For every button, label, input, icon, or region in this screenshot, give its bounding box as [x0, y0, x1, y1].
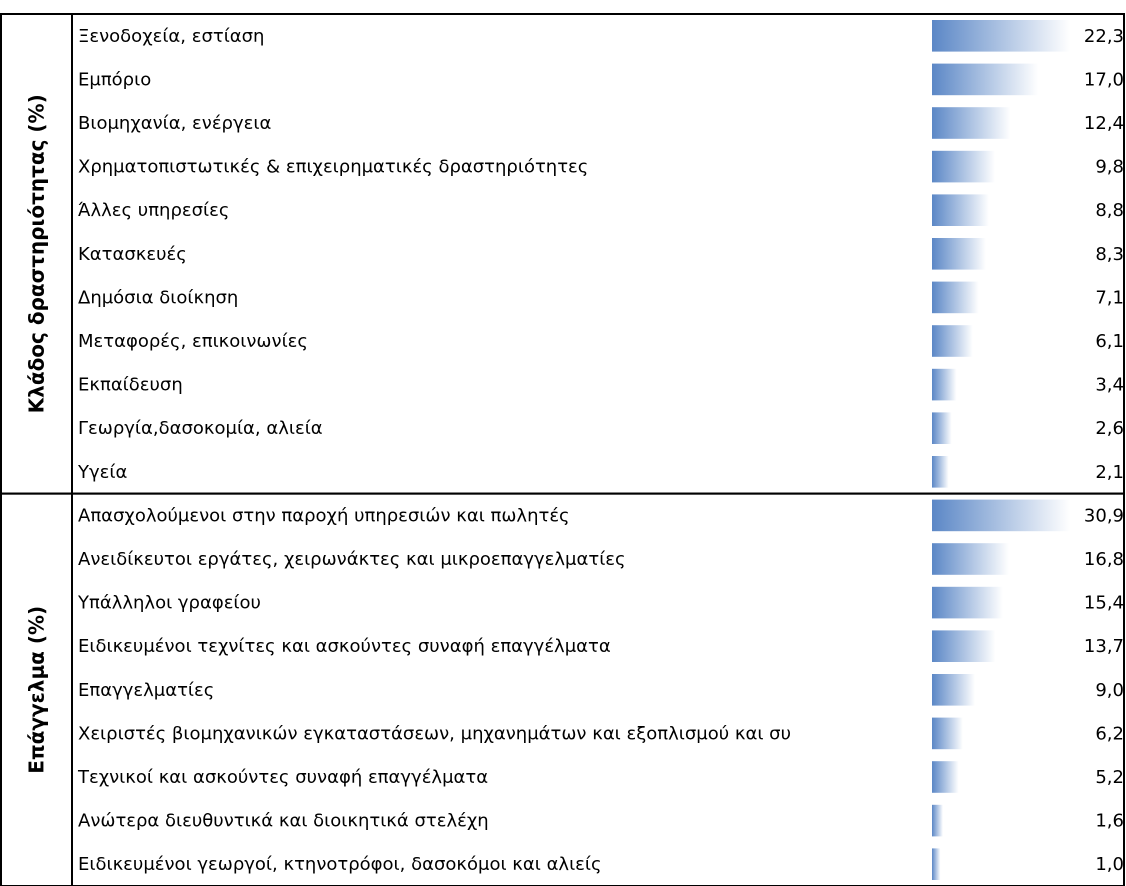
row-value: 16,8	[1084, 549, 1124, 570]
row-label: Δημόσια διοίκηση	[78, 287, 238, 308]
data-bar	[932, 499, 1070, 532]
row-value: 7,1	[1095, 287, 1124, 308]
data-bar	[932, 586, 1003, 619]
row-label: Ειδικευμένοι τεχνίτες και ασκούντες συνα…	[78, 636, 611, 657]
data-bar	[932, 107, 1011, 139]
row-value: 8,3	[1095, 244, 1124, 265]
row-value: 9,0	[1095, 680, 1124, 701]
row-label: Απασχολούμενοι στην παροχή υπηρεσιών και…	[78, 505, 570, 526]
row-value: 13,7	[1084, 636, 1124, 657]
data-bar	[932, 281, 979, 314]
row-value: 1,6	[1095, 811, 1124, 832]
data-bar	[932, 456, 949, 488]
data-bar	[932, 194, 989, 226]
row-label: Κατασκευές	[78, 244, 187, 265]
row-value: 30,9	[1084, 505, 1124, 526]
row-label: Τεχνικοί και ασκούντες συναφή επαγγέλματ…	[77, 767, 488, 788]
group-label: Επάγγελμα (%)	[25, 606, 49, 774]
data-bar	[932, 63, 1039, 96]
data-bar	[932, 238, 986, 270]
row-label: Επαγγελματίες	[78, 680, 214, 701]
row-label: Βιομηχανία, ενέργεια	[78, 113, 271, 134]
row-label: Ειδικευμένοι γεωργοί, κτηνοτρόφοι, δασοκ…	[78, 854, 602, 875]
row-value: 17,0	[1084, 69, 1124, 90]
row-label: Εκπαίδευση	[78, 375, 183, 396]
data-bar	[932, 848, 941, 880]
row-value: 3,4	[1095, 375, 1124, 396]
row-value: 6,2	[1095, 723, 1124, 744]
row-label: Γεωργία,δασοκομία, αλιεία	[78, 418, 323, 439]
group-border	[0, 492, 1125, 886]
title-strip	[0, 0, 1126, 12]
data-bar	[932, 717, 963, 750]
row-value: 15,4	[1084, 593, 1124, 614]
data-bar	[932, 150, 995, 183]
row-value: 8,8	[1095, 200, 1124, 221]
data-bar	[932, 543, 1009, 575]
data-bar	[932, 804, 943, 837]
row-value: 9,8	[1095, 157, 1124, 178]
row-label: Ξενοδοχεία, εστίαση	[78, 26, 264, 47]
data-bar	[932, 20, 1070, 52]
row-value: 6,1	[1095, 331, 1124, 352]
row-label: Υγεία	[77, 462, 127, 483]
row-label: Χειριστές βιομηχανικών εγκαταστάσεων, μη…	[78, 723, 791, 744]
row-value: 22,3	[1084, 26, 1124, 47]
row-label: Ανειδίκευτοι εργάτες, χειρωνάκτες και μι…	[78, 549, 626, 570]
row-value: 5,2	[1095, 767, 1124, 788]
row-value: 12,4	[1084, 113, 1124, 134]
row-value: 2,6	[1095, 418, 1124, 439]
row-label: Εμπόριο	[78, 69, 151, 90]
row-label: Μεταφορές, επικοινωνίες	[78, 331, 308, 352]
group-label: Κλάδος δραστηριότητας (%)	[25, 94, 49, 413]
data-bar	[932, 674, 976, 706]
row-label: Υπάλληλοι γραφείου	[77, 593, 261, 614]
row-value: 2,1	[1095, 462, 1124, 483]
data-bar	[932, 368, 957, 401]
data-bar	[932, 630, 996, 662]
data-bar	[932, 325, 973, 357]
row-label: Ανώτερα διευθυντικά και διοικητικά στελέ…	[78, 811, 489, 832]
data-bar	[932, 761, 959, 793]
data-bar	[932, 412, 952, 444]
row-label: Χρηματοπιστωτικές & επιχειρηματικές δρασ…	[78, 157, 588, 178]
row-value: 1,0	[1095, 854, 1124, 875]
row-label: Άλλες υπηρεσίες	[78, 200, 229, 221]
